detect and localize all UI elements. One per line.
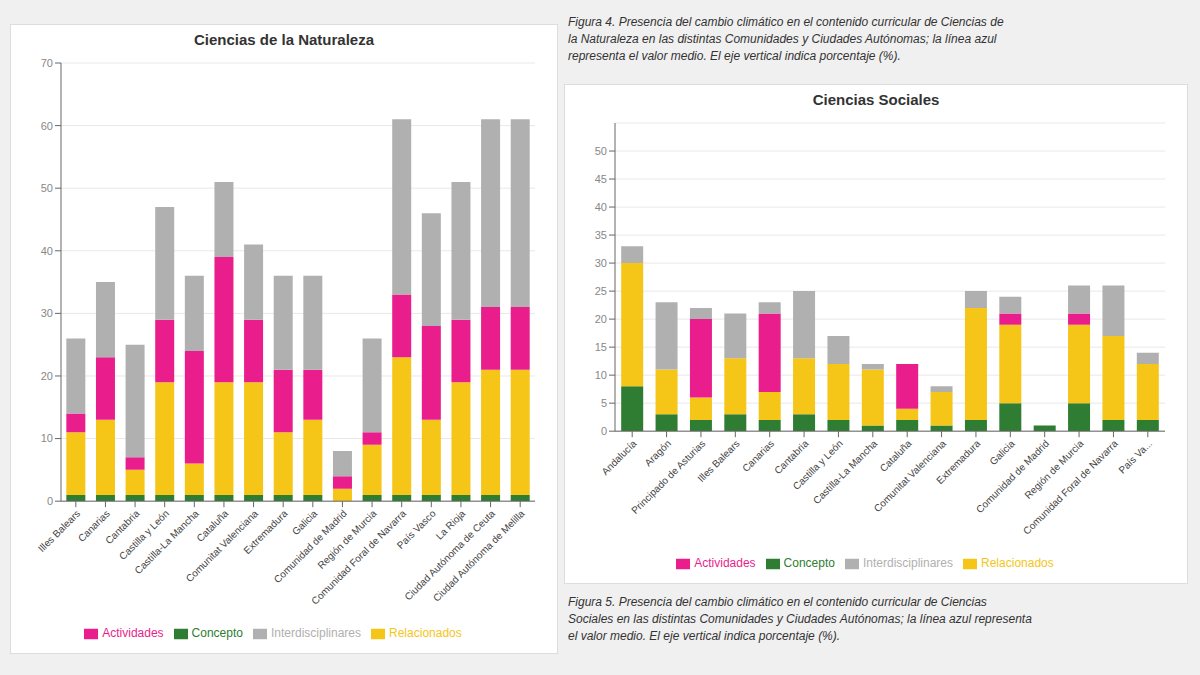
- svg-text:Canarias: Canarias: [740, 437, 777, 474]
- svg-text:Castilla-La Mancha: Castilla-La Mancha: [811, 438, 880, 507]
- html-text:Interdisciplinares: Interdisciplinares: [863, 556, 953, 571]
- svg-text:Castilla y León: Castilla y León: [790, 437, 845, 492]
- svg-text:Castilla y León: Castilla y León: [117, 508, 171, 562]
- svg-text:Ciudad Autónoma de Ceuta: Ciudad Autónoma de Ceuta: [402, 507, 497, 603]
- html-text:Figura 4. Presencia del cambio: Figura 4. Presencia del cambio climático…: [568, 15, 1004, 29]
- svg-text:50: 50: [41, 182, 53, 194]
- html-text:Ciencias Sociales: Ciencias Sociales: [812, 91, 940, 108]
- svg-text:40: 40: [41, 245, 53, 257]
- html-text:Relacionados: Relacionados: [389, 626, 462, 641]
- html-text:Interdisciplinares: Interdisciplinares: [271, 626, 361, 641]
- svg-text:Extremadura: Extremadura: [934, 438, 983, 487]
- svg-text:5: 5: [601, 397, 607, 409]
- svg-text:0: 0: [601, 425, 607, 437]
- svg-text:Comunidad Foral de Navarra: Comunidad Foral de Navarra: [309, 508, 408, 607]
- svg-text:Región de Murcia: Región de Murcia: [1022, 438, 1086, 502]
- html-text:Relacionados: Relacionados: [981, 556, 1054, 571]
- svg-text:0: 0: [47, 495, 53, 507]
- svg-text:15: 15: [595, 341, 607, 353]
- svg-text:30: 30: [595, 257, 607, 269]
- svg-text:Illes Balears: Illes Balears: [695, 438, 741, 484]
- html-text:Figura 5. Presencia del cambio: Figura 5. Presencia del cambio climático…: [568, 595, 987, 609]
- svg-text:35: 35: [595, 229, 607, 241]
- svg-text:50: 50: [595, 145, 607, 157]
- svg-text:Cataluña: Cataluña: [194, 507, 231, 544]
- svg-text:Cataluña: Cataluña: [877, 437, 914, 474]
- svg-text:70: 70: [41, 57, 53, 69]
- svg-text:Región de Murcia: Región de Murcia: [315, 507, 379, 571]
- html-text:Ciencias de la Naturaleza: Ciencias de la Naturaleza: [194, 31, 374, 48]
- html-text:Actividades: Actividades: [694, 556, 756, 571]
- html-text:el valor medio. El eje vertica: el valor medio. El eje vertical indica p…: [568, 628, 841, 643]
- svg-text:País Va...: País Va...: [1116, 438, 1154, 476]
- svg-text:Ciudad Autónoma de Melilla: Ciudad Autónoma de Melilla: [431, 508, 527, 604]
- svg-text:Galicia: Galicia: [987, 438, 1017, 468]
- svg-text:Illes Balears: Illes Balears: [36, 508, 82, 554]
- svg-text:Comunidad Foral de Navarra: Comunidad Foral de Navarra: [1021, 438, 1120, 537]
- svg-text:Comunitat Valenciana: Comunitat Valenciana: [871, 437, 948, 515]
- svg-text:10: 10: [41, 432, 53, 444]
- svg-text:20: 20: [595, 313, 607, 325]
- html-text:la Naturaleza en las distintas: la Naturaleza en las distintas Comunidad…: [568, 31, 997, 46]
- svg-text:Cantabria: Cantabria: [772, 437, 811, 477]
- svg-text:Aragón: Aragón: [642, 438, 673, 469]
- svg-text:Comunidad de Madrid: Comunidad de Madrid: [973, 437, 1052, 516]
- svg-text:Galicia: Galicia: [289, 507, 320, 538]
- svg-text:30: 30: [41, 307, 53, 319]
- svg-text:Comunidad de Madrid: Comunidad de Madrid: [271, 507, 349, 586]
- svg-text:25: 25: [595, 285, 607, 297]
- html-text:Sociales en las distintas Comu: Sociales en las distintas Comunidades y …: [568, 611, 1032, 626]
- svg-text:Andalucía: Andalucía: [599, 438, 639, 478]
- svg-text:Cantabria: Cantabria: [103, 507, 142, 547]
- html-text:Concepto: Concepto: [191, 626, 243, 641]
- svg-text:20: 20: [41, 370, 53, 382]
- svg-text:La Rioja: La Rioja: [433, 507, 468, 542]
- html-text:representa el valor medio. El: representa el valor medio. El eje vertic…: [568, 48, 901, 63]
- html-text:Concepto: Concepto: [783, 556, 835, 571]
- svg-text:40: 40: [595, 201, 607, 213]
- svg-text:Canarias: Canarias: [75, 507, 112, 544]
- svg-text:Extremadura: Extremadura: [241, 508, 290, 557]
- svg-text:País Vasco: País Vasco: [395, 508, 438, 551]
- html-text:Actividades: Actividades: [102, 626, 164, 641]
- svg-text:45: 45: [595, 173, 607, 185]
- svg-text:Principado de Asturias: Principado de Asturias: [629, 437, 708, 516]
- svg-text:10: 10: [595, 369, 607, 381]
- svg-text:Castilla-La Mancha: Castilla-La Mancha: [132, 508, 201, 577]
- svg-text:Comunitat Valenciana: Comunitat Valenciana: [183, 507, 260, 585]
- svg-text:60: 60: [41, 120, 53, 132]
